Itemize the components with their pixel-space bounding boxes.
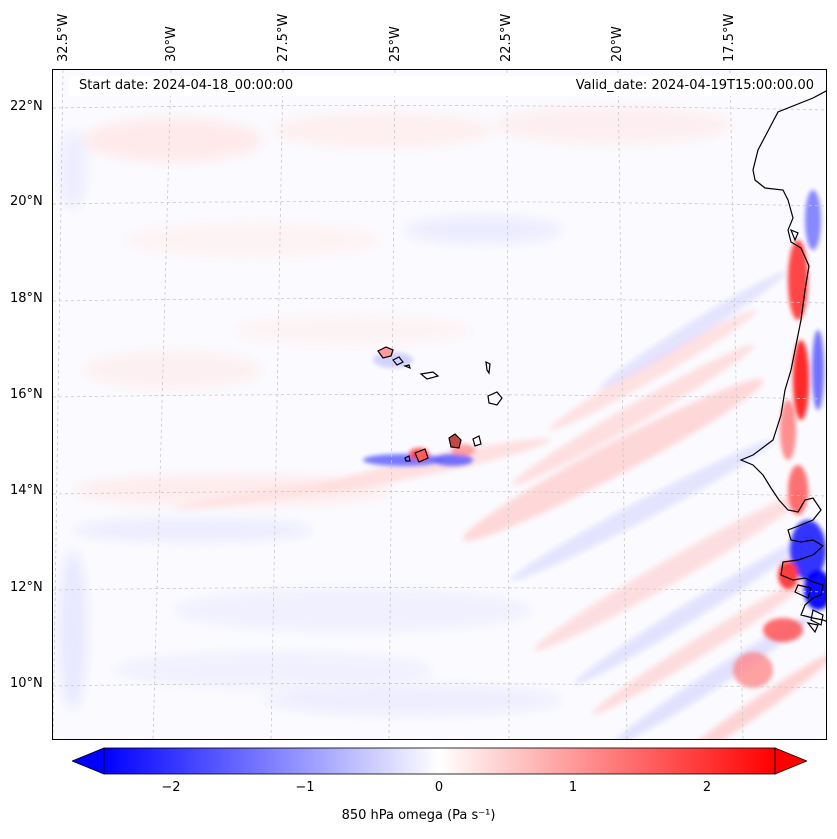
colorbar-gradient bbox=[104, 748, 775, 774]
start-date-label: Start date: 2024-04-18_00:00:00 bbox=[79, 76, 293, 96]
omega-map: Start date: 2024-04-18_00:00:00 Valid_da… bbox=[52, 69, 827, 740]
lat-label-20N: 20°N bbox=[10, 194, 43, 209]
lat-label-10N: 10°N bbox=[10, 676, 43, 691]
colorbar-tick-1: 1 bbox=[569, 780, 577, 795]
date-header: Start date: 2024-04-18_00:00:00 Valid_da… bbox=[69, 76, 814, 96]
lat-label-14N: 14°N bbox=[10, 483, 43, 498]
lon-label-25W: 25°W bbox=[388, 26, 403, 62]
valid-date-label: Valid_date: 2024-04-19T15:00:00.00 bbox=[576, 76, 814, 96]
lon-label-22.5W: 22.5°W bbox=[499, 14, 514, 62]
lon-label-30W: 30°W bbox=[164, 26, 179, 62]
colorbar-tick-2: 2 bbox=[703, 780, 711, 795]
colorbar-tick-0: 0 bbox=[435, 780, 443, 795]
map-field: Start date: 2024-04-18_00:00:00 Valid_da… bbox=[53, 70, 827, 740]
lon-label-20W: 20°W bbox=[610, 26, 625, 62]
lat-label-22N: 22°N bbox=[10, 99, 43, 114]
lat-label-12N: 12°N bbox=[10, 580, 43, 595]
colorbar-extend-max bbox=[775, 748, 807, 774]
lat-label-16N: 16°N bbox=[10, 387, 43, 402]
lon-label-17.5W: 17.5°W bbox=[722, 14, 737, 62]
lon-label-27.5W: 27.5°W bbox=[276, 14, 291, 62]
colorbar-tick-minus2: −2 bbox=[161, 780, 180, 795]
island-dipoles bbox=[363, 352, 475, 466]
colorbar bbox=[72, 747, 807, 775]
lon-label-32.5W: 32.5°W bbox=[56, 14, 71, 62]
cape-verde-islands bbox=[378, 347, 502, 462]
colorbar-label: 850 hPa omega (Pa s⁻¹) bbox=[0, 808, 837, 823]
lat-label-18N: 18°N bbox=[10, 291, 43, 306]
colorbar-tick-minus1: −1 bbox=[295, 780, 314, 795]
colorbar-extend-min bbox=[72, 748, 104, 774]
